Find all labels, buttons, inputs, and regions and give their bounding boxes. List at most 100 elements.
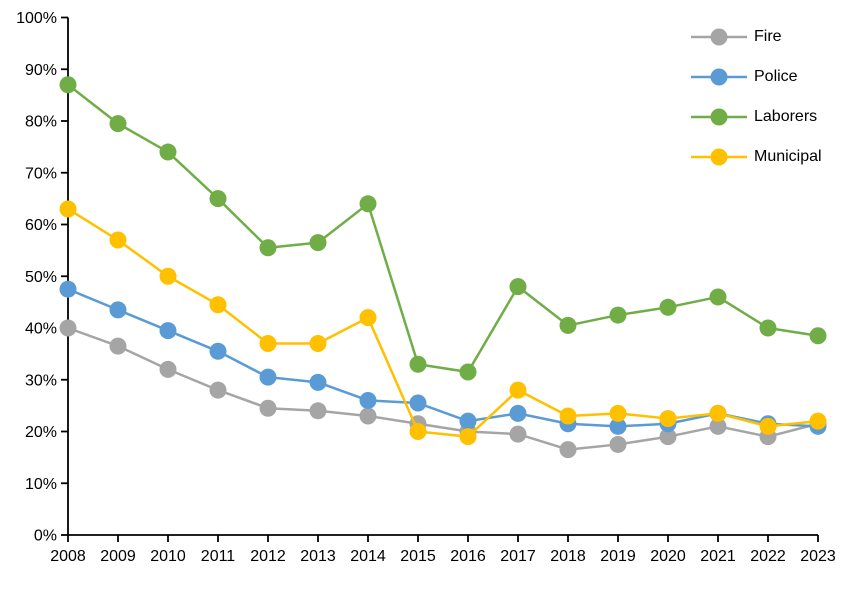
series-municipal-marker-2022[interactable] xyxy=(759,417,777,435)
series-municipal-marker-2014[interactable] xyxy=(359,309,377,327)
series-fire-line xyxy=(66,326,820,451)
series-fire-marker-2012[interactable] xyxy=(259,399,277,417)
series-police-marker-2015[interactable] xyxy=(409,394,427,412)
series-municipal-marker-2017[interactable] xyxy=(509,381,527,399)
y-tick-label: 40% xyxy=(25,321,57,338)
x-tick-label-2023: 2023 xyxy=(800,548,836,565)
series-fire-marker-2019[interactable] xyxy=(609,435,627,453)
legend-marker-municipal-icon xyxy=(691,148,747,166)
series-laborers-marker-2010[interactable] xyxy=(159,143,177,161)
x-tick-label-2020: 2020 xyxy=(650,548,686,565)
y-tick-label: 30% xyxy=(25,372,57,389)
series-municipal-line xyxy=(66,207,820,438)
series-fire-marker-2010[interactable] xyxy=(159,360,177,378)
legend-item-municipal[interactable]: Municipal xyxy=(691,137,822,177)
y-tick-label: 60% xyxy=(25,217,57,234)
series-municipal-marker-2009[interactable] xyxy=(109,231,127,249)
series-police-marker-2014[interactable] xyxy=(359,391,377,409)
series-municipal-marker-2018[interactable] xyxy=(559,407,577,425)
x-tick-label-2011: 2011 xyxy=(201,548,236,565)
series-fire-marker-2020[interactable] xyxy=(659,428,677,446)
legend-label: Police xyxy=(754,68,798,85)
series-municipal-marker-2013[interactable] xyxy=(309,335,327,353)
series-laborers-marker-2011[interactable] xyxy=(209,190,227,208)
series-fire-marker-2008[interactable] xyxy=(59,319,77,337)
series-laborers-marker-2017[interactable] xyxy=(509,278,527,296)
legend-label: Fire xyxy=(754,28,782,45)
series-municipal-marker-2023[interactable] xyxy=(809,412,827,430)
series-municipal-marker-2010[interactable] xyxy=(159,267,177,285)
x-tick-label-2010: 2010 xyxy=(150,548,186,565)
series-municipal-marker-2012[interactable] xyxy=(259,335,277,353)
series-municipal-marker-2016[interactable] xyxy=(459,428,477,446)
y-tick-label: 0% xyxy=(34,528,57,545)
x-tick-label-2012: 2012 xyxy=(250,548,286,565)
series-laborers-marker-2012[interactable] xyxy=(259,239,277,257)
x-tick-label-2022: 2022 xyxy=(750,548,786,565)
series-police-marker-2010[interactable] xyxy=(159,322,177,340)
series-laborers-marker-2013[interactable] xyxy=(309,234,327,252)
series-police-marker-2019[interactable] xyxy=(609,417,627,435)
series-police-marker-2011[interactable] xyxy=(209,342,227,360)
series-laborers-line xyxy=(66,83,820,374)
series-laborers-marker-2014[interactable] xyxy=(359,195,377,213)
series-police-marker-2016[interactable] xyxy=(459,412,477,430)
series-laborers-marker-2019[interactable] xyxy=(609,306,627,324)
series-fire-marker-2013[interactable] xyxy=(309,402,327,420)
series-fire-marker-2017[interactable] xyxy=(509,425,527,443)
series-laborers-marker-2018[interactable] xyxy=(559,316,577,334)
legend-item-fire[interactable]: Fire xyxy=(691,17,822,57)
y-tick-label: 100% xyxy=(16,10,57,27)
x-tick-label-2013: 2013 xyxy=(300,548,336,565)
series-police-marker-2008[interactable] xyxy=(59,280,77,298)
series-laborers-marker-2023[interactable] xyxy=(809,327,827,345)
series-municipal-marker-2008[interactable] xyxy=(59,200,77,218)
series-laborers-marker-2022[interactable] xyxy=(759,319,777,337)
series-laborers-marker-2008[interactable] xyxy=(59,76,77,94)
series-laborers-marker-2009[interactable] xyxy=(109,115,127,133)
legend-marker-police-icon xyxy=(691,68,747,86)
series-fire-marker-2011[interactable] xyxy=(209,381,227,399)
series-fire-marker-2009[interactable] xyxy=(109,337,127,355)
series-police-marker-2013[interactable] xyxy=(309,373,327,391)
x-tick-label-2021: 2021 xyxy=(700,548,736,565)
x-tick-label-2015: 2015 xyxy=(400,548,436,565)
legend-label: Municipal xyxy=(754,148,822,165)
x-tick-label-2018: 2018 xyxy=(550,548,586,565)
series-municipal-marker-2020[interactable] xyxy=(659,410,677,428)
y-tick-label: 20% xyxy=(25,424,57,441)
legend-marker-laborers-icon xyxy=(691,108,747,126)
y-tick-label: 50% xyxy=(25,269,57,286)
series-fire-marker-2021[interactable] xyxy=(709,417,727,435)
x-tick-label-2009: 2009 xyxy=(100,548,136,565)
series-fire-marker-2018[interactable] xyxy=(559,441,577,459)
legend: Fire Police Laborers Municipal xyxy=(691,17,822,177)
series-municipal-marker-2019[interactable] xyxy=(609,404,627,422)
series-laborers-marker-2020[interactable] xyxy=(659,298,677,316)
y-tick-label: 70% xyxy=(25,165,57,182)
series-police-line xyxy=(66,287,820,428)
series-police-marker-2012[interactable] xyxy=(259,368,277,386)
legend-marker-fire-icon xyxy=(691,28,747,46)
legend-item-police[interactable]: Police xyxy=(691,57,822,97)
x-tick-label-2014: 2014 xyxy=(350,548,386,565)
series-fire-marker-2014[interactable] xyxy=(359,407,377,425)
y-tick-label: 90% xyxy=(25,62,57,79)
series-laborers-marker-2015[interactable] xyxy=(409,355,427,373)
series-municipal-marker-2015[interactable] xyxy=(409,423,427,440)
y-tick-label: 10% xyxy=(25,476,57,493)
series-laborers-marker-2021[interactable] xyxy=(709,288,727,306)
y-tick-label: 80% xyxy=(25,114,57,131)
x-tick-label-2016: 2016 xyxy=(450,548,486,565)
x-tick-label-2017: 2017 xyxy=(500,548,536,565)
legend-label: Laborers xyxy=(754,108,818,125)
series-laborers-marker-2016[interactable] xyxy=(459,363,477,381)
series-police-marker-2009[interactable] xyxy=(109,301,127,319)
series-police-marker-2017[interactable] xyxy=(509,404,527,422)
series-municipal-marker-2011[interactable] xyxy=(209,296,227,314)
x-tick-label-2008: 2008 xyxy=(50,548,86,565)
series-municipal-marker-2021[interactable] xyxy=(709,404,727,422)
legend-item-laborers[interactable]: Laborers xyxy=(691,97,822,137)
